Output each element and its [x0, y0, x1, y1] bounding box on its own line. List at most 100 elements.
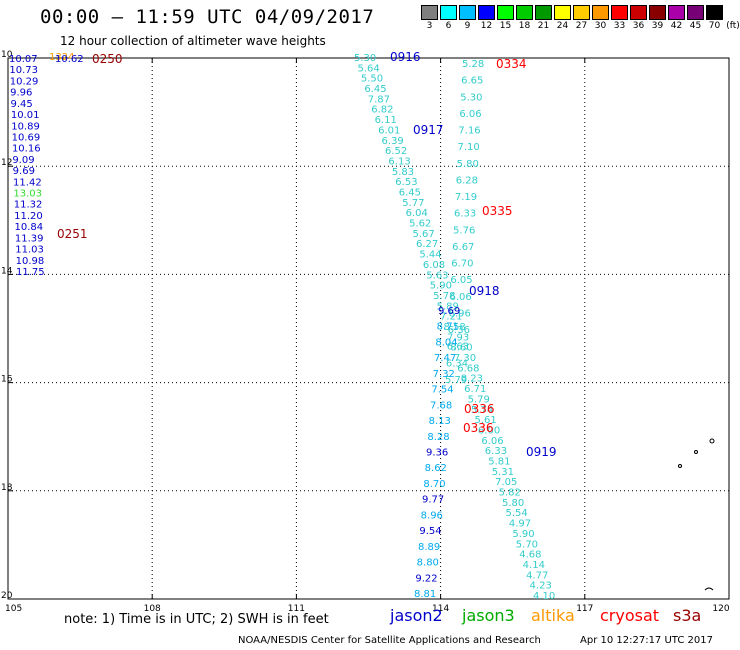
pass-time-label: 0918 [469, 284, 500, 298]
x-tick-label: 114 [432, 604, 449, 614]
west-track-value: 11.03 [15, 245, 44, 256]
x-tick-label: 111 [288, 604, 305, 614]
legend-swatch [592, 5, 609, 20]
legend-unit: (ft) [726, 21, 740, 31]
legend-swatch [687, 5, 704, 20]
south-track-value: 8.13 [429, 416, 451, 427]
west-track-value: 13.03 [13, 189, 42, 200]
map-frame [7, 57, 730, 600]
map-subtitle: 12 hour collection of altimeter wave hei… [60, 34, 326, 48]
south-track-value: 9.77 [422, 495, 444, 506]
crossing-track-a-value: 5.61 [474, 415, 496, 426]
west-track-value: 11.32 [14, 200, 43, 211]
crossing-track-a-value: 7.87 [368, 94, 390, 105]
crossing-track-a-value: 5.44 [419, 250, 441, 261]
crossing-track-a-value: 4.10 [533, 591, 555, 602]
crossing-track-a-value: 5.67 [413, 229, 435, 240]
south-track-value: 8.04 [435, 337, 457, 348]
pass-time-label: 0917 [413, 123, 444, 137]
credit-text: NOAA/NESDIS Center for Satellite Applica… [238, 635, 541, 646]
legend-swatch-label: 70 [708, 21, 721, 31]
crossing-track-b-value: 6.06 [449, 292, 471, 303]
south-track-value: 9.54 [419, 526, 441, 537]
legend-swatch [630, 5, 647, 20]
crossing-track-a-value: 5.62 [409, 219, 431, 230]
island-marker [709, 438, 715, 444]
crossing-track-a-value: 6.00 [478, 425, 500, 436]
crossing-track-a-value: 6.39 [382, 136, 404, 147]
crossing-track-a-value: 6.45 [364, 84, 386, 95]
legend-swatch-label: 6 [445, 21, 452, 31]
legend-jason2: jason2 [390, 606, 443, 625]
crossing-track-b-value: 6.05 [450, 275, 472, 286]
crossing-track-b-value: 6.63 [447, 342, 469, 353]
legend-swatch [554, 5, 571, 20]
pass-time-label: 0919 [526, 445, 557, 459]
crossing-track-a-value: 5.74 [471, 405, 493, 416]
south-track-value: 9.22 [415, 573, 437, 584]
legend-swatch [649, 5, 666, 20]
west-track-value: 10.29 [10, 76, 39, 87]
south-track-value: 8.70 [423, 479, 445, 490]
crossing-track-b-value: 5.79 [445, 375, 467, 386]
legend-swatch [573, 5, 590, 20]
south-track-value: 8.80 [417, 558, 439, 569]
y-tick-label: 14 [1, 266, 13, 276]
pass-time-label: 0250 [92, 52, 123, 66]
crossing-track-b-value: 6.33 [454, 209, 476, 220]
crossing-track-a-value: 6.52 [385, 146, 407, 157]
west-track-value: 10.62 [55, 54, 84, 65]
legend-altika: altika [531, 606, 575, 625]
legend-swatch-label: 36 [632, 21, 645, 31]
south-track-value: 7.68 [430, 400, 452, 411]
legend-jason3: jason3 [462, 606, 515, 625]
footer-note: note: 1) Time is in UTC; 2) SWH is in fe… [64, 612, 329, 627]
crossing-track-a-value: 5.79 [468, 394, 490, 405]
legend-swatch [535, 5, 552, 20]
crossing-track-b-value: 5.80 [457, 159, 479, 170]
south-track-value: 7.47 [434, 353, 456, 364]
crossing-track-a-value: 8.60 [450, 343, 472, 354]
west-track-value: 10.89 [11, 121, 40, 132]
crossing-track-b-value: 6.65 [461, 76, 483, 87]
west-track-value: 11.20 [14, 211, 43, 222]
legend-swatch-label: 9 [464, 21, 471, 31]
pass-time-label: 0916 [390, 50, 421, 64]
crossing-track-a-value: 6.13 [388, 156, 410, 167]
crossing-track-a-value: 5.89 [437, 301, 459, 312]
west-track-value: 11.75 [16, 267, 45, 278]
y-tick-label: 20 [1, 591, 13, 601]
crossing-track-a-value: 8.58 [444, 322, 466, 333]
west-track-value: 9.96 [10, 88, 32, 99]
west-track-value: 10.01 [11, 110, 40, 121]
crossing-track-a-value: 6.01 [378, 125, 400, 136]
legend-swatch-label: 33 [613, 21, 626, 31]
color-legend: 3 6 9 12 15 18 21 24 27 30 33 36 39 42 45 70 (ft) [421, 5, 740, 35]
crossing-track-a-value: 6.71 [464, 384, 486, 395]
y-tick-label: 18 [1, 483, 13, 493]
crossing-track-a-value: 5.78 [433, 291, 455, 302]
crossing-track-b-value: 6.96 [449, 308, 471, 319]
pass-time-label: 0334 [496, 57, 527, 71]
crossing-track-a-value: 7.05 [495, 477, 517, 488]
crossing-track-a-value: 5.80 [502, 498, 524, 509]
legend-swatch [421, 5, 438, 20]
crossing-track-a-value: 5.31 [492, 467, 514, 478]
crossing-track-a-value: 5.70 [516, 539, 538, 550]
island-marker [678, 464, 682, 468]
crossing-track-b-value: 7.19 [455, 192, 477, 203]
west-track-value: 11.39 [15, 233, 44, 244]
pass-time-label: 0335 [482, 204, 513, 218]
crossing-track-a-value: 5.77 [402, 198, 424, 209]
crossing-track-a-value: 6.68 [457, 363, 479, 374]
y-tick-label: 12 [1, 158, 12, 168]
legend-s3a: s3a [673, 606, 702, 625]
crossing-track-a-value: 7.30 [454, 353, 476, 364]
generation-timestamp: Apr 10 12:27:17 UTC 2017 [580, 635, 713, 646]
crossing-track-a-value: 6.04 [406, 208, 428, 219]
x-tick-label: 108 [144, 604, 161, 614]
map-title: 00:00 – 11:59 UTC 04/09/2017 [40, 6, 375, 28]
crossing-track-a-value: 5.54 [505, 508, 527, 519]
crossing-track-a-value: 6.27 [416, 239, 438, 250]
